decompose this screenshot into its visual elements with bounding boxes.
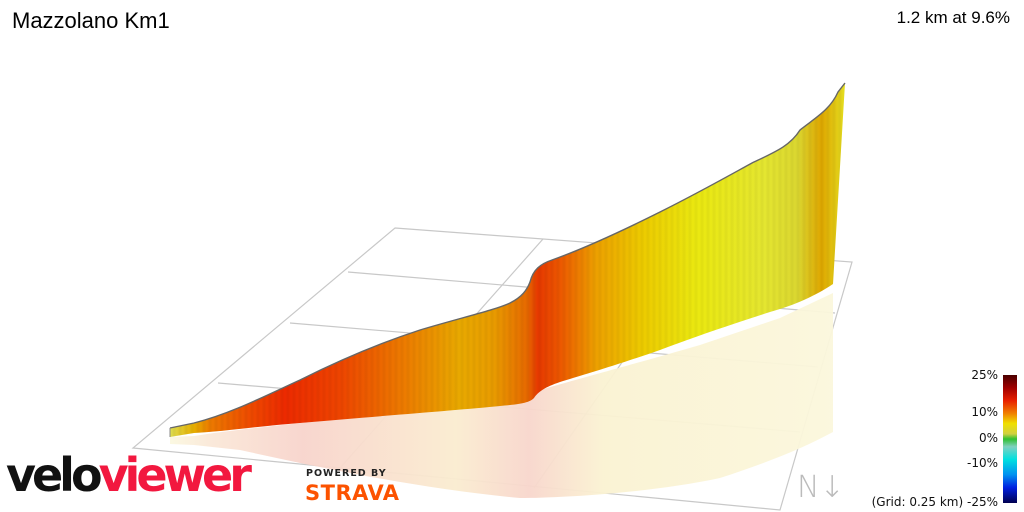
legend-label-25: 25% <box>971 368 998 382</box>
segment-summary: 1.2 km at 9.6% <box>896 8 1010 27</box>
segment-title: Mazzolano Km1 <box>12 8 170 33</box>
strava-logo[interactable]: STRAVA <box>305 481 400 505</box>
legend-label-10: 10% <box>971 405 998 419</box>
profile-outline <box>169 82 846 429</box>
powered-by-label: POWERED BY <box>306 468 387 479</box>
veloviewer-logo[interactable]: veloviewer <box>6 452 252 498</box>
legend-label-minus-10: -10% <box>966 456 998 470</box>
logo-viewer-text: viewer <box>98 448 252 502</box>
legend-label-grid-minus-25: (Grid: 0.25 km) -25% <box>871 495 998 509</box>
profile-shadow <box>170 293 833 498</box>
legend-label-0: 0% <box>978 431 998 445</box>
north-arrow-icon: N↓ <box>797 470 845 505</box>
gradient-color-scale <box>1003 375 1017 503</box>
profile-wall-shading <box>170 83 845 437</box>
logo-velo-text: velo <box>6 448 103 502</box>
